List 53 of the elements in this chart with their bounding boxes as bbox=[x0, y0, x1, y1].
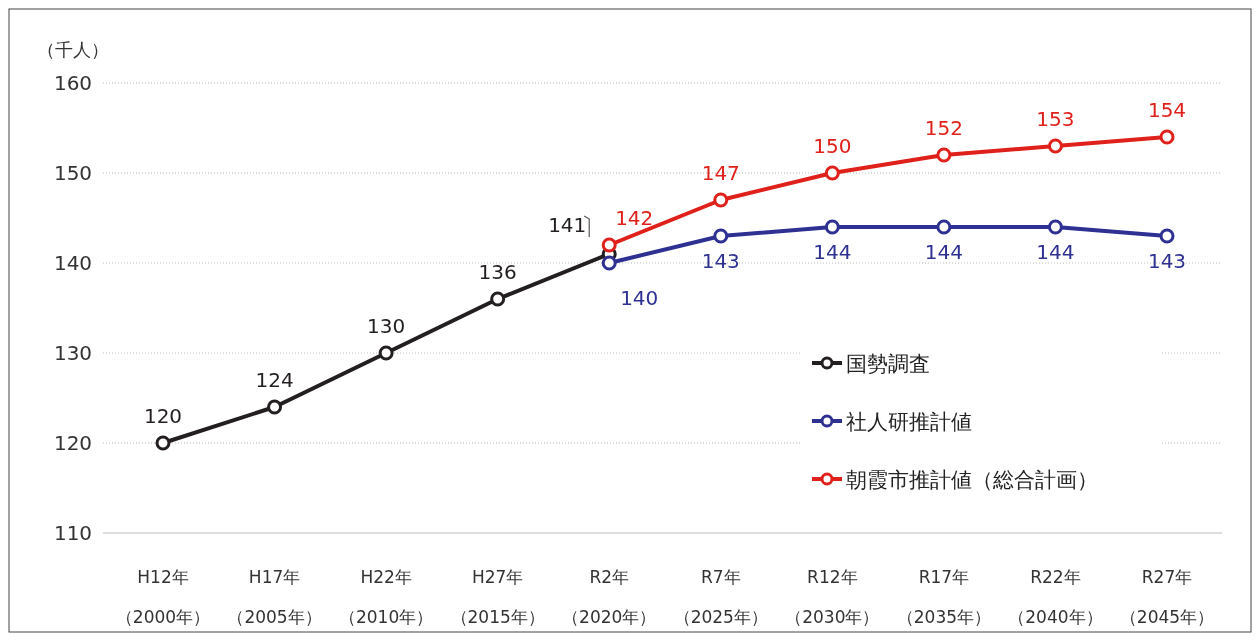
point bbox=[1047, 219, 1063, 235]
x-tick-label: R2年（2020年） bbox=[562, 567, 657, 627]
y-tick-label: 160 bbox=[53, 71, 93, 95]
point bbox=[601, 237, 617, 253]
point bbox=[936, 147, 952, 163]
point bbox=[713, 192, 729, 208]
point bbox=[1159, 129, 1175, 145]
legend-label: 社人研推計値 bbox=[846, 410, 972, 434]
data-label: 136 bbox=[478, 260, 517, 284]
point bbox=[936, 219, 952, 235]
y-tick-label: 150 bbox=[53, 161, 93, 185]
x-tick-label: H22年（2010年） bbox=[338, 567, 434, 627]
data-label: 140 bbox=[620, 286, 659, 310]
legend-label: 国勢調査 bbox=[846, 352, 930, 376]
point bbox=[824, 165, 840, 181]
y-tick-label: 120 bbox=[53, 431, 93, 455]
point bbox=[1047, 138, 1063, 154]
point bbox=[155, 435, 171, 451]
data-label: 144 bbox=[813, 240, 852, 264]
x-tick-label: H27年（2015年） bbox=[450, 567, 545, 627]
x-tick-label: R7年（2025年） bbox=[673, 567, 768, 627]
data-label: 141 bbox=[548, 213, 587, 237]
data-label: 153 bbox=[1036, 107, 1075, 131]
data-label: 120 bbox=[143, 404, 183, 428]
data-label: 147 bbox=[701, 161, 740, 185]
x-tick-label: H17年（2005年） bbox=[227, 567, 322, 627]
point bbox=[713, 228, 729, 244]
x-tick-label: R12年（2030年） bbox=[785, 567, 880, 627]
legend-label: 朝霞市推計値（総合計画） bbox=[846, 468, 1098, 492]
data-label: 142 bbox=[615, 206, 654, 230]
y-tick-label: 110 bbox=[53, 521, 93, 545]
y-axis-title: （千人） bbox=[37, 39, 109, 60]
data-label: 143 bbox=[1147, 249, 1187, 273]
data-label: 143 bbox=[701, 249, 740, 273]
point bbox=[1159, 228, 1175, 244]
point bbox=[378, 345, 394, 361]
data-label: 144 bbox=[1036, 240, 1075, 264]
x-tick-label: R27年（2045年） bbox=[1119, 567, 1215, 627]
point bbox=[601, 255, 617, 271]
point bbox=[267, 399, 283, 415]
y-tick-label: 130 bbox=[53, 341, 93, 365]
y-tick-label: 140 bbox=[53, 251, 93, 275]
data-label: 150 bbox=[813, 134, 852, 158]
data-label: 152 bbox=[924, 116, 963, 140]
x-tick-label: R17年（2035年） bbox=[896, 567, 992, 627]
point bbox=[490, 291, 506, 307]
data-label: 154 bbox=[1147, 98, 1187, 122]
data-label: 144 bbox=[924, 240, 963, 264]
data-label: 130 bbox=[367, 314, 406, 338]
x-tick-label: H12年（2000年） bbox=[115, 567, 211, 627]
x-tick-label: R22年（2040年） bbox=[1008, 567, 1103, 627]
data-label: 124 bbox=[255, 368, 294, 392]
point bbox=[824, 219, 840, 235]
